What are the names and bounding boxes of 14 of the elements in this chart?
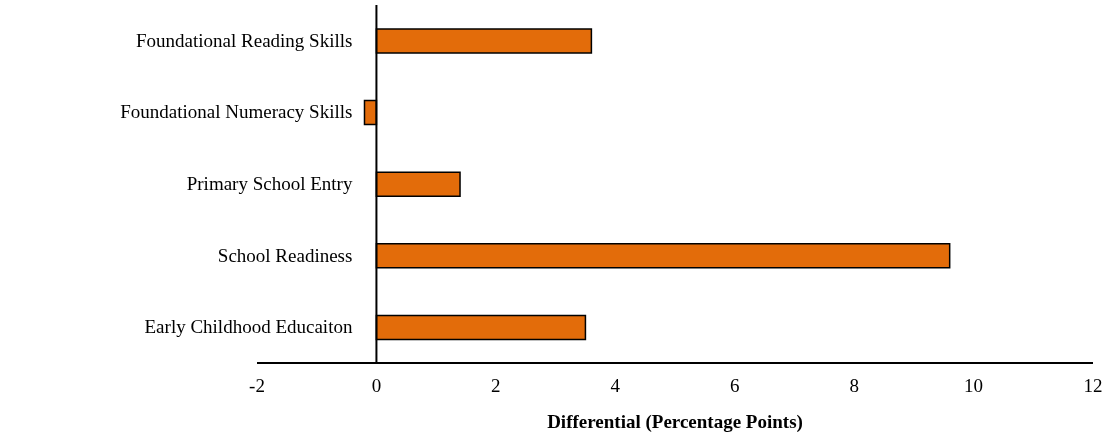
y-tick-label: Foundational Numeracy Skills: [120, 101, 353, 123]
y-tick-label: School Readiness: [217, 244, 353, 266]
x-tick-label: 2: [491, 375, 501, 397]
y-tick-label: Primary School Entry: [186, 173, 353, 194]
x-tick-label: -2: [249, 375, 265, 397]
y-tick-label: Foundational Reading Skills: [136, 29, 353, 51]
x-tick-label: 10: [964, 375, 984, 397]
x-tick-label: 6: [729, 375, 740, 397]
x-tick-label: 0: [371, 375, 382, 397]
x-tick-label: 12: [1083, 375, 1103, 397]
x-tick-label: 4: [610, 375, 621, 397]
x-axis-title: Differential (Percentage Points): [547, 411, 803, 433]
y-tick-label: Early Childhood Educaiton: [144, 316, 353, 338]
x-tick-label: 8: [849, 375, 859, 397]
